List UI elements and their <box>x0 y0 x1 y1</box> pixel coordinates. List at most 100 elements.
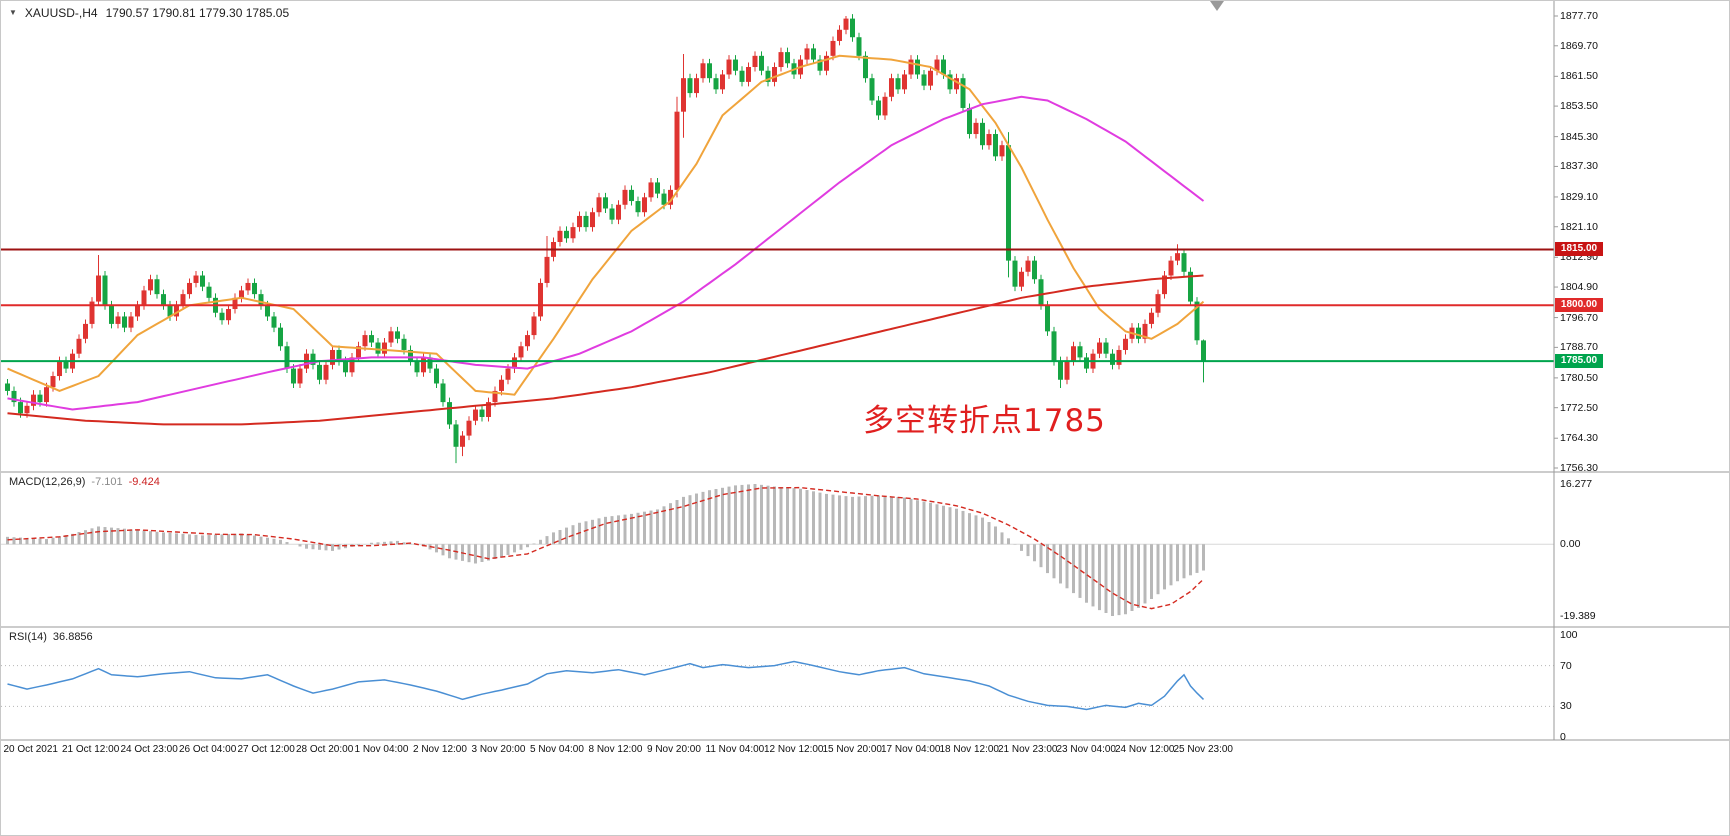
candle-body <box>219 312 225 321</box>
rsi-axis-label: 70 <box>1560 659 1572 672</box>
candle-body <box>486 402 491 417</box>
rsi-name: RSI(14) <box>9 631 47 643</box>
rsi-line <box>7 660 1205 711</box>
ma-slow-line <box>7 274 1204 426</box>
candle-body <box>1097 342 1102 354</box>
time-axis-label: 9 Nov 20:00 <box>647 744 701 755</box>
price-axis-label: 1804.90 <box>1560 281 1598 294</box>
time-axis-label: 3 Nov 20:00 <box>471 744 526 755</box>
candle-body <box>954 78 959 90</box>
candle-body <box>18 402 23 414</box>
price-axis-label: 1845.30 <box>1560 130 1598 143</box>
candle-body <box>24 405 30 414</box>
candle-body <box>141 290 147 306</box>
candle-body <box>1032 260 1037 280</box>
price-axis-label: 1780.50 <box>1560 371 1598 384</box>
candle-body <box>135 305 140 317</box>
candle-body <box>655 182 660 194</box>
candle-body <box>921 74 927 86</box>
candle-body <box>1019 271 1024 287</box>
candle-body <box>648 182 654 198</box>
candle-body <box>713 78 719 90</box>
candle-body <box>1175 253 1180 261</box>
candle-body <box>928 70 933 86</box>
candle-body <box>863 55 868 79</box>
candle-body <box>414 361 420 373</box>
candle-body <box>1084 357 1089 369</box>
candle-body <box>752 55 758 68</box>
candle-body <box>317 364 322 380</box>
candle-body <box>421 357 426 373</box>
candle-body <box>161 294 166 306</box>
candle-body <box>187 282 192 295</box>
candle-body <box>746 67 751 82</box>
candle-body <box>31 394 36 406</box>
candle-body <box>973 122 979 135</box>
candle-body <box>154 279 160 295</box>
candle-body <box>1136 327 1141 339</box>
price-axis-label: 1788.70 <box>1560 341 1598 354</box>
price-axis-label: 1796.70 <box>1560 311 1598 324</box>
candle-body <box>57 361 62 377</box>
candle-body <box>1025 260 1031 272</box>
candle-body <box>895 78 901 90</box>
price-axis-label: 1861.50 <box>1560 70 1598 83</box>
candle-body <box>232 297 238 310</box>
time-axis-label: 11 Nov 04:00 <box>705 744 765 755</box>
candle-body <box>11 390 17 403</box>
candle-body <box>538 282 543 317</box>
candle-body <box>297 368 303 384</box>
turning-point-annotation: 多空转折点1785 <box>863 403 1106 439</box>
candle-body <box>148 279 153 291</box>
price-axis-label: 1853.50 <box>1560 100 1598 113</box>
candle-body <box>37 394 43 403</box>
time-axis-label: 21 Nov 23:00 <box>998 744 1058 755</box>
time-axis-label: 25 Nov 23:00 <box>1173 744 1234 755</box>
candle-body <box>427 357 433 369</box>
candle-body <box>1181 253 1187 272</box>
candle-body <box>804 48 810 60</box>
candle-body <box>369 335 374 343</box>
time-axis-label: 28 Oct 20:00 <box>296 744 354 755</box>
candle-body <box>330 349 335 365</box>
candle-body <box>1045 305 1050 332</box>
candle-body <box>226 309 231 321</box>
candle-body <box>1168 260 1174 276</box>
candle-body <box>570 227 576 239</box>
price-line-badge: 1785.00 <box>1555 354 1603 369</box>
candle-body <box>447 402 452 425</box>
rsi-axis-label: 30 <box>1560 700 1572 713</box>
time-axis-label: 1 Nov 04:00 <box>354 744 409 755</box>
rsi-axis-label: 100 <box>1560 629 1578 641</box>
price-axis-label: 1764.30 <box>1560 432 1598 445</box>
macd-axis-label: -19.389 <box>1560 610 1596 622</box>
rsi-value: 36.8856 <box>52 631 93 643</box>
candle-body <box>245 282 251 291</box>
candle-body <box>765 70 771 82</box>
time-axis-label: 26 Oct 04:00 <box>179 744 237 755</box>
candle-body <box>499 379 504 391</box>
candle-body <box>687 78 693 94</box>
macd-indicator-label: MACD(12,26,9) -7.101 -9.424 <box>9 476 160 488</box>
candle-body <box>1155 294 1161 313</box>
candle-body <box>401 338 407 350</box>
symbol-marker-icon: ▼ <box>9 8 17 17</box>
candle-body <box>1006 145 1011 261</box>
price-axis-label: 1877.70 <box>1560 10 1598 22</box>
macd-signal-value: -9.424 <box>128 476 160 488</box>
candle-body <box>726 59 732 75</box>
candle-body <box>473 409 478 421</box>
candle-body <box>700 63 706 79</box>
candle-body <box>759 55 764 71</box>
candle-body <box>915 59 920 75</box>
candle-body <box>408 349 413 362</box>
candle-body <box>518 346 524 358</box>
candle-body <box>837 29 842 41</box>
candle-body <box>694 78 699 94</box>
candle-body <box>785 52 790 64</box>
candle-body <box>902 74 907 90</box>
chart-shift-marker-icon[interactable] <box>1210 1 1224 11</box>
time-axis-label: 18 Nov 12:00 <box>939 744 1000 755</box>
candle-body <box>661 193 667 205</box>
